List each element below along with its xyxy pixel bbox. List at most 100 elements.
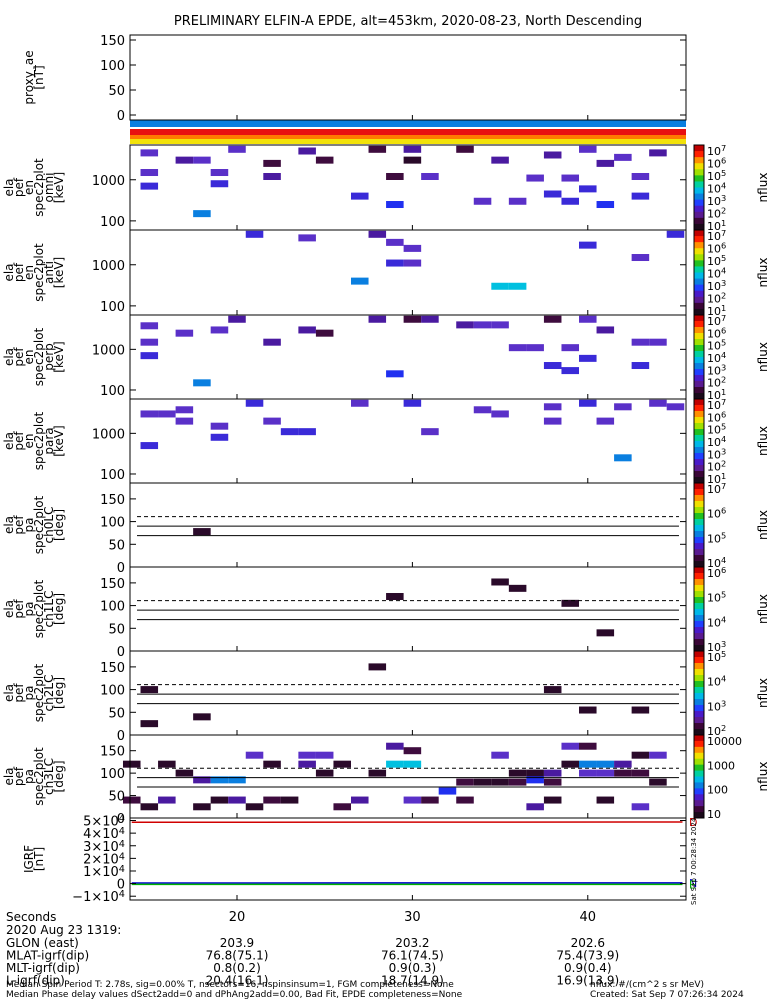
y-tick-label: 100 bbox=[100, 215, 125, 230]
colorbar-swatch bbox=[694, 321, 704, 328]
y-tick-label: 1×104 bbox=[83, 864, 125, 880]
heatmap-cell bbox=[491, 778, 509, 786]
y-axis-label-line: pef bbox=[12, 515, 26, 535]
y-axis-label-line: pef bbox=[12, 766, 26, 786]
colorbar-swatch bbox=[694, 248, 704, 255]
colorbar-swatch bbox=[694, 339, 704, 346]
footer-row-value: 16.9(13.9) bbox=[556, 974, 619, 988]
heatmap-cell bbox=[579, 760, 597, 768]
heatmap-cell bbox=[386, 593, 404, 601]
date-label: 2020 Aug 23 1319: bbox=[6, 923, 121, 937]
y-axis-label-line: anti bbox=[42, 261, 56, 284]
colorbar-swatch bbox=[694, 555, 704, 562]
heatmap-cell bbox=[596, 417, 615, 425]
colorbar-tick-label: 103 bbox=[707, 193, 726, 208]
y-tick-label: 5×104 bbox=[83, 814, 125, 830]
heatmap-cell bbox=[561, 197, 580, 205]
colorbar-swatch bbox=[694, 363, 704, 370]
y-axis-label-line: perp bbox=[42, 343, 56, 371]
colorbar-label: nflux bbox=[756, 258, 770, 288]
heatmap-cell bbox=[386, 259, 404, 267]
y-tick-label: 100 bbox=[100, 468, 125, 483]
colorbar-tick-label: 102 bbox=[707, 375, 726, 390]
colorbar-swatch bbox=[694, 302, 704, 310]
colorbar-swatch bbox=[694, 399, 704, 406]
colorbar-swatch bbox=[694, 812, 704, 819]
colorbar-swatch bbox=[694, 543, 704, 550]
heatmap-cell bbox=[315, 156, 334, 164]
heatmap-cell bbox=[368, 230, 387, 238]
colorbar-tick-label: 10000 bbox=[707, 735, 742, 748]
heatmap-cell bbox=[210, 433, 229, 441]
heatmap-cell bbox=[263, 417, 281, 425]
heatmap-cell bbox=[456, 145, 474, 153]
colorbar-swatch bbox=[694, 782, 704, 789]
heatmap-cell bbox=[666, 230, 685, 238]
footer-row-value: 76.1(74.5) bbox=[381, 949, 444, 963]
colorbar-swatch bbox=[694, 711, 704, 718]
colorbar-swatch bbox=[694, 495, 704, 502]
panel-10: NED5×1044×1043×1042×1041×1040−1×104IGRF[… bbox=[22, 814, 697, 906]
heatmap-cell bbox=[508, 778, 527, 786]
colorbar-tick-label: 103 bbox=[707, 278, 726, 293]
colorbar-tick-label: 102 bbox=[707, 206, 726, 221]
heatmap-cell bbox=[263, 760, 281, 768]
heatmap-cell bbox=[298, 234, 316, 242]
series-label-D: D bbox=[689, 816, 697, 829]
heatmap-cell bbox=[403, 315, 422, 323]
colorbar-tick-label: 104 bbox=[707, 266, 726, 281]
heatmap-cell bbox=[508, 769, 527, 777]
colorbar-swatch bbox=[694, 800, 704, 807]
colorbar-tick-label: 101 bbox=[707, 303, 726, 318]
footer-row-value: 202.6 bbox=[571, 936, 605, 950]
colorbar-swatch bbox=[694, 471, 704, 478]
heatmap-cell bbox=[280, 796, 299, 804]
colorbar-6: 107 106 105 104 nflux bbox=[693, 481, 770, 570]
heatmap-cell bbox=[210, 326, 229, 334]
heatmap-cell bbox=[368, 769, 387, 777]
heatmap-cell bbox=[631, 706, 650, 714]
heatmap-cell bbox=[193, 156, 211, 164]
heatmap-cell bbox=[280, 428, 299, 436]
heatmap-cell bbox=[386, 370, 404, 378]
colorbar-tick-label: 101 bbox=[707, 218, 726, 233]
heatmap-cell bbox=[614, 403, 632, 411]
heatmap-cell bbox=[140, 803, 159, 811]
footer-rows: GLON (east) 203.9 203.2 202.6 MLAT-igrf(dip)… bbox=[6, 936, 619, 988]
y-tick-label: 50 bbox=[108, 84, 125, 99]
heatmap-cell bbox=[596, 326, 615, 334]
colorbar-swatch bbox=[694, 327, 704, 334]
colorbar-swatch bbox=[694, 483, 704, 490]
colorbar-swatch bbox=[694, 597, 704, 604]
colorbar-swatch bbox=[694, 633, 704, 640]
y-tick-label: 3×104 bbox=[83, 839, 125, 855]
heatmap-cell bbox=[350, 192, 369, 200]
colorbar-tick-label: 105 bbox=[707, 253, 726, 268]
y-axis-label-line: ela bbox=[2, 767, 16, 785]
y-axis-label-line: pa bbox=[22, 602, 36, 617]
colorbar-swatch bbox=[694, 157, 704, 164]
colorbar-label: nflux bbox=[756, 678, 770, 708]
colorbar-swatch bbox=[694, 513, 704, 520]
colorbar-swatch bbox=[694, 357, 704, 364]
colorbar-swatch bbox=[694, 447, 704, 454]
y-axis-label-line: spec2plot bbox=[32, 158, 46, 217]
footer-row-value: 75.4(73.9) bbox=[556, 949, 619, 963]
heatmap-cell bbox=[649, 778, 667, 786]
note-spin: Median Spin Period T: 2.78s, sig=0.00% T… bbox=[6, 980, 454, 990]
panel-frame bbox=[129, 229, 687, 316]
colorbar-swatch bbox=[694, 411, 704, 418]
heatmap-cell bbox=[526, 769, 544, 777]
colorbar-tick-label: 104 bbox=[707, 674, 726, 689]
y-axis-label-line: omni bbox=[42, 173, 56, 203]
heatmap-cell bbox=[245, 803, 264, 811]
colorbar-swatch bbox=[694, 387, 704, 394]
heatmap-cell bbox=[631, 254, 650, 262]
colorbar-7: 106 105 104 103 nflux bbox=[693, 565, 770, 654]
colorbar-tick-label: 105 bbox=[707, 338, 726, 353]
